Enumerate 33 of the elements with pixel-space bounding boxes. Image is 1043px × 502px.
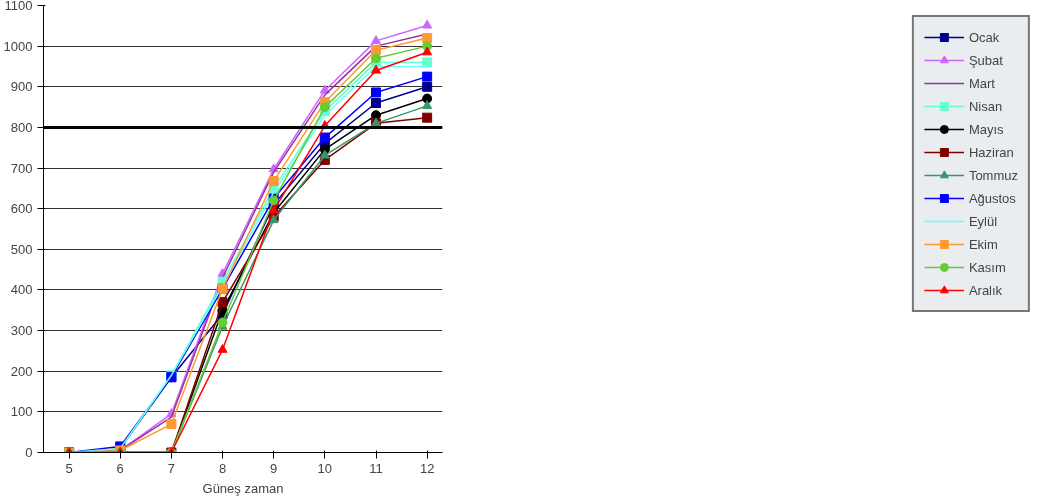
legend-label: Mayıs — [968, 121, 1004, 137]
x-tick-label: 12 — [419, 460, 435, 476]
y-tick-label: 300 — [10, 323, 33, 339]
x-tick-label: 8 — [218, 460, 227, 476]
y-tick-label: 700 — [10, 160, 33, 176]
x-axis-title: Güneş zaman — [202, 480, 284, 496]
legend-label: Ağustos — [968, 190, 1016, 206]
y-tick-label: 200 — [10, 363, 33, 379]
legend-label: Ocak — [968, 29, 1000, 45]
y-tick-label: 1000 — [3, 38, 33, 54]
y-tick-label: 900 — [10, 79, 33, 95]
y-tick-label: 500 — [10, 241, 33, 257]
legend-label: Eylül — [968, 213, 998, 229]
legend-label: Nisan — [968, 98, 1003, 114]
x-tick-label: 6 — [116, 460, 124, 476]
x-tick-label: 5 — [65, 460, 73, 476]
y-tick-label: 100 — [10, 404, 33, 420]
x-tick-label: 7 — [167, 460, 175, 476]
y-tick-label: 800 — [10, 119, 33, 135]
y-tick-label: 400 — [10, 282, 33, 298]
legend-label: Haziran — [968, 144, 1014, 160]
x-tick-label: 9 — [270, 460, 278, 476]
x-tick-label: 11 — [369, 460, 383, 476]
legend-label: Ekim — [968, 236, 998, 252]
legend-label: Tommuz — [968, 167, 1018, 183]
x-tick-label: 10 — [317, 460, 333, 476]
legend-label: Kasım — [968, 259, 1006, 275]
legend-label: Şubat — [968, 52, 1003, 68]
y-tick-label: 0 — [25, 445, 33, 460]
legend-label: Aralık — [968, 282, 1003, 298]
y-tick-label: 1100 — [4, 0, 33, 13]
y-tick-label: 600 — [10, 201, 33, 217]
legend-label: Mart — [968, 75, 995, 91]
